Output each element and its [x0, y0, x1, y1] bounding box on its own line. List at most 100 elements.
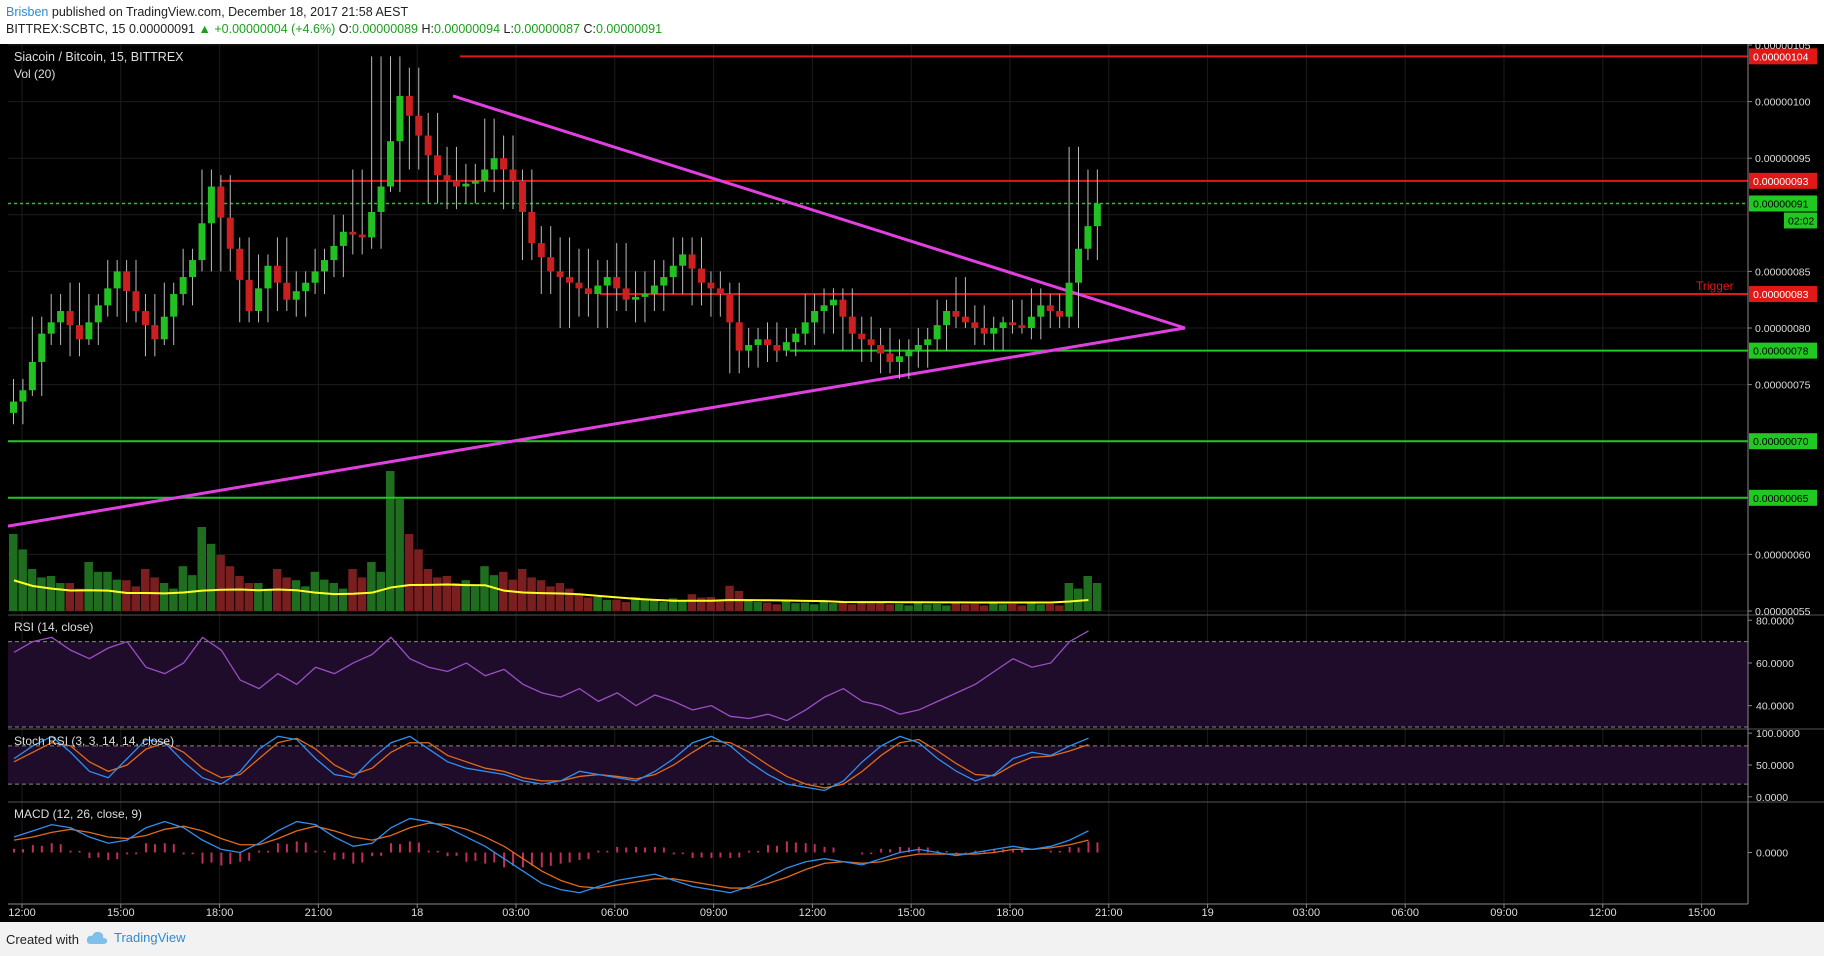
- volume-bar: [84, 562, 93, 611]
- publish-line: Brisben published on TradingView.com, De…: [6, 5, 408, 19]
- indicator-band: [8, 745, 1748, 785]
- tradingview-link[interactable]: TradingView: [86, 930, 186, 945]
- volume-bar: [423, 569, 433, 611]
- candle-body: [999, 322, 1007, 328]
- time-tick-label: 06:00: [1391, 907, 1419, 919]
- candle-body: [339, 231, 347, 246]
- candle-body: [452, 180, 460, 187]
- candle-body: [471, 180, 479, 184]
- level-badge: [1749, 433, 1817, 450]
- candle-body: [782, 342, 790, 351]
- volume-bar: [9, 534, 18, 611]
- indicator-tick-label: 80.0000: [1756, 615, 1794, 627]
- time-tick-label: 18:00: [996, 907, 1024, 919]
- level-badge-label: 0.00000083: [1753, 289, 1809, 301]
- stoch-line: [13, 735, 1089, 792]
- volume-bar: [376, 571, 386, 611]
- price-chart[interactable]: 0.000001040.000000930.0000009102:020.000…: [0, 44, 1824, 922]
- candle-body: [735, 322, 743, 351]
- time-tick-label: 15:00: [897, 907, 925, 919]
- candle-body: [943, 311, 951, 326]
- descending-trendline: [452, 94, 1186, 330]
- candle-body: [584, 288, 592, 295]
- volume-bar: [46, 576, 56, 611]
- volume-bar: [706, 597, 715, 611]
- candle-body: [820, 305, 828, 312]
- candle-body: [971, 322, 979, 328]
- price-axis[interactable]: 0.00000105 0.00000100 0.00000095 0.00000085…: [1747, 44, 1811, 904]
- volume-bar: [847, 604, 857, 611]
- candle-body: [434, 155, 442, 176]
- candle-body: [283, 282, 291, 300]
- volume-bar: [1055, 605, 1064, 611]
- candle-body: [688, 254, 696, 269]
- candle-body: [198, 223, 206, 261]
- time-tick-label: 12:00: [1589, 907, 1617, 919]
- volume-bar: [93, 571, 103, 611]
- candle-body: [160, 316, 168, 340]
- time-tick-label: 03:00: [502, 907, 530, 919]
- volume-bar: [65, 583, 75, 611]
- time-tick-label: 19: [1201, 907, 1213, 919]
- candle-body: [330, 245, 338, 261]
- time-axis[interactable]: 12:00 15:00 18:00 21:00 18 03:00 06:00 09:00 12:…: [8, 903, 1748, 919]
- footer: Created with TradingView: [0, 922, 1824, 956]
- candle-body: [387, 141, 394, 187]
- candle-body: [707, 282, 715, 289]
- candle-body: [10, 401, 17, 413]
- candle-body: [94, 305, 102, 323]
- indicator-tick-label: 50.0000: [1756, 760, 1794, 772]
- indicator-tick-label: 0.0000: [1756, 792, 1788, 804]
- volume-bar: [395, 499, 404, 611]
- volume-bar: [1064, 583, 1074, 611]
- volume-bar: [291, 580, 301, 611]
- volume-bar: [631, 597, 640, 611]
- volume-bar: [838, 602, 847, 611]
- time-tick-label: 06:00: [601, 907, 629, 919]
- candle-body: [952, 311, 960, 317]
- volume-bar: [386, 471, 395, 611]
- price-tick-label: 0.00000060: [1755, 549, 1811, 561]
- volume-bar: [678, 600, 687, 611]
- last-price: 0.00000091: [128, 22, 196, 36]
- indicator-band: [8, 641, 1748, 727]
- volume-bar: [244, 583, 254, 611]
- level-badge: [1749, 489, 1817, 506]
- indicator-label: RSI (14, close): [14, 620, 93, 634]
- volume-bar: [923, 604, 932, 611]
- volume-bar: [932, 604, 942, 611]
- candle-body: [151, 325, 159, 340]
- candle-body: [443, 175, 451, 181]
- author-link[interactable]: Brisben: [6, 5, 49, 19]
- candle-body: [424, 135, 432, 156]
- volume-bar: [866, 603, 876, 611]
- time-tick-label: 21:00: [305, 907, 333, 919]
- candle-body: [518, 180, 526, 212]
- candle-body: [547, 257, 555, 272]
- indicator-tick-label: 60.0000: [1756, 658, 1794, 670]
- low-label: L:: [503, 22, 514, 36]
- candle-body: [38, 333, 46, 362]
- candle-body: [189, 260, 197, 278]
- candle-body: [603, 277, 611, 286]
- candle-body: [311, 271, 319, 283]
- candle-body: [28, 361, 36, 391]
- symbol-label: BITTREX:SCBTC, 15: [6, 22, 126, 36]
- indicator-panes: 80.0000 60.0000 40.0000 RSI (14, close) 100.…: [8, 614, 1824, 894]
- time-tick-label: 03:00: [1293, 907, 1321, 919]
- candle-body: [1075, 248, 1082, 283]
- candle-body: [1056, 311, 1064, 317]
- low-value: 0.00000087: [513, 22, 581, 36]
- volume-bar: [810, 604, 819, 611]
- high-value: 0.00000094: [434, 22, 501, 36]
- volume-bar: [37, 577, 46, 611]
- candle-body: [481, 169, 489, 181]
- candle-body: [886, 353, 894, 362]
- created-with-label: Created with: [6, 932, 79, 947]
- volume-bar: [18, 549, 27, 611]
- tradingview-label: TradingView: [114, 930, 186, 945]
- candle-body: [396, 95, 404, 142]
- close-label: C:: [583, 22, 597, 36]
- volume-bar: [112, 579, 122, 611]
- volume-bar: [329, 583, 338, 611]
